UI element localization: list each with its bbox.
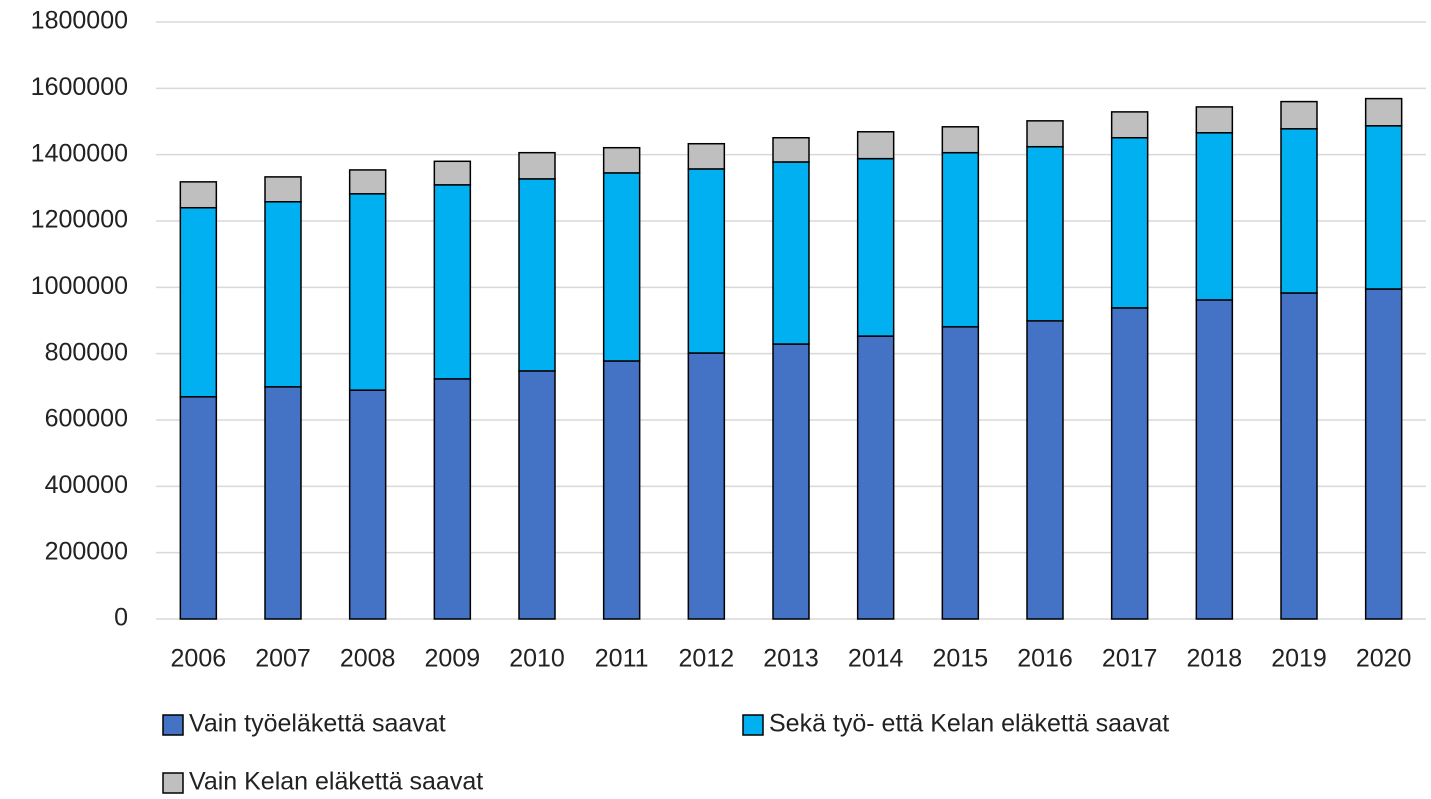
x-tick-label: 2014 (848, 645, 904, 673)
bar-segment (1364, 288, 1403, 620)
bar-segment (1026, 320, 1064, 620)
x-tick-label: 2013 (763, 645, 819, 673)
x-tick-label: 2020 (1356, 645, 1412, 673)
y-tick-label: 400000 (45, 471, 128, 499)
bar-segment (1026, 120, 1064, 148)
x-tick-label: 2018 (1187, 645, 1243, 673)
bar-segment (1280, 100, 1318, 130)
y-tick-label: 1000000 (31, 272, 128, 300)
bar-segment (772, 137, 810, 163)
bar-segment (1110, 307, 1149, 620)
bar-segment (1195, 106, 1234, 134)
bar-segment (1110, 137, 1149, 309)
legend-label: Vain Kelan eläkettä saavat (189, 768, 483, 796)
bar-segment (856, 157, 895, 337)
bar-segment (1280, 292, 1318, 620)
bar-segment (1364, 125, 1403, 290)
legend-swatch (162, 714, 184, 736)
bar-segment (602, 172, 641, 362)
y-tick-label: 1800000 (31, 7, 128, 35)
x-tick-label: 2019 (1271, 645, 1327, 673)
y-tick-label: 1200000 (31, 206, 128, 234)
bar-segment (687, 352, 726, 620)
x-tick-label: 2012 (679, 645, 735, 673)
bar-segment (602, 146, 641, 174)
y-tick-label: 1400000 (31, 139, 128, 167)
bar-segment (264, 201, 302, 388)
bar-segment (518, 151, 556, 180)
x-tick-label: 2011 (595, 645, 649, 673)
y-tick-label: 1600000 (31, 73, 128, 101)
bar-segment (348, 389, 387, 620)
x-tick-label: 2016 (1017, 645, 1073, 673)
bar-segment (772, 343, 810, 620)
bar-segment (941, 126, 980, 154)
x-tick-label: 2008 (340, 645, 396, 673)
bar-segment (264, 176, 302, 203)
bar-segment (518, 370, 556, 620)
bar-segment (179, 206, 218, 398)
bar-segment (856, 335, 895, 620)
bar-segment (348, 169, 387, 195)
bar-segment (941, 326, 980, 620)
x-tick-label: 2009 (425, 645, 481, 673)
x-tick-label: 2007 (255, 645, 311, 673)
x-tick-label: 2006 (171, 645, 227, 673)
bar-segment (433, 378, 472, 620)
bar-segment (348, 193, 387, 391)
bar-segment (1195, 132, 1234, 301)
legend-swatch (162, 772, 184, 794)
legend-label: Sekä työ- että Kelan eläkettä saavat (769, 710, 1169, 738)
y-tick-label: 0 (114, 604, 128, 632)
bar-segment (518, 178, 556, 372)
bar-segment (1280, 128, 1318, 294)
bar-segment (856, 131, 895, 160)
x-tick-label: 2015 (933, 645, 989, 673)
bar-segment (179, 181, 218, 209)
bar-segment (1026, 145, 1064, 322)
bar-segment (264, 386, 302, 620)
bar-segment (1364, 97, 1403, 127)
bar-segment (941, 151, 980, 328)
x-tick-label: 2017 (1102, 645, 1158, 673)
y-tick-label: 600000 (45, 405, 128, 433)
legend-swatch (742, 714, 764, 736)
bar-segment (1195, 299, 1234, 620)
bar-segment (772, 161, 810, 345)
bar-segment (433, 160, 472, 186)
bar-segment (1110, 111, 1149, 139)
bar-segment (602, 360, 641, 620)
bar-segment (687, 168, 726, 354)
x-tick-label: 2010 (509, 645, 565, 673)
y-tick-label: 800000 (45, 338, 128, 366)
bar-segment (433, 184, 472, 380)
bar-segment (179, 396, 218, 620)
bar-segment (687, 142, 726, 170)
y-tick-label: 200000 (45, 537, 128, 565)
legend-label: Vain työeläkettä saavat (189, 710, 446, 738)
